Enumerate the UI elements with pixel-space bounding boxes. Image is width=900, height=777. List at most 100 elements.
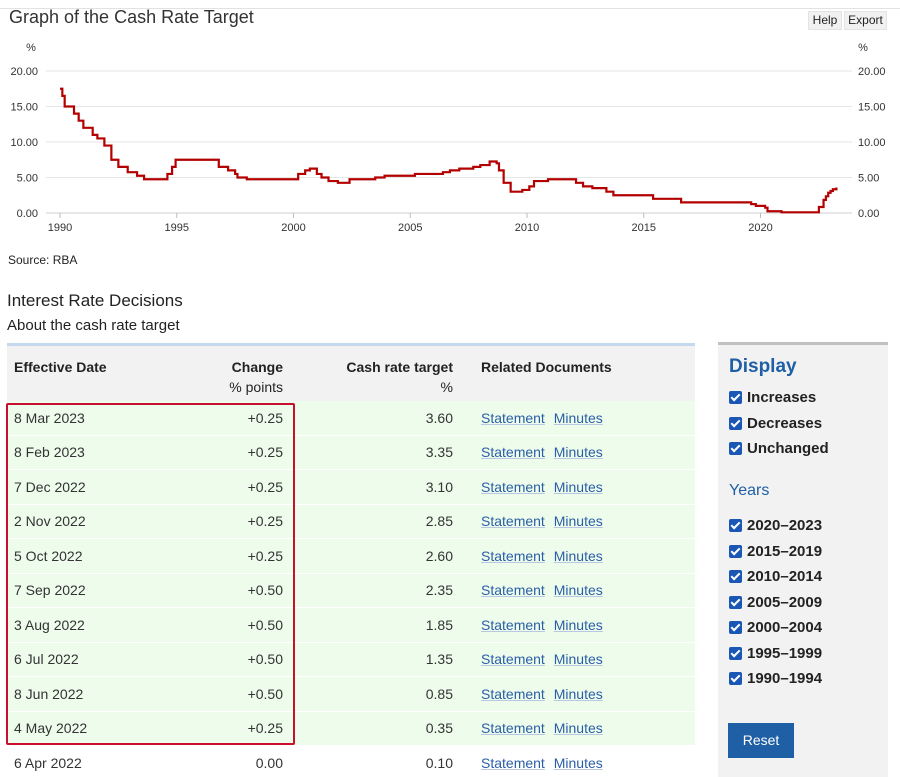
row-docs: Statement Minutes bbox=[465, 642, 695, 677]
minutes-link[interactable]: Minutes bbox=[553, 616, 603, 633]
checkbox-checked-icon[interactable] bbox=[729, 621, 742, 634]
filter-checkbox-row[interactable]: Increases bbox=[729, 389, 816, 406]
filter-checkbox-row[interactable]: Unchanged bbox=[729, 440, 829, 457]
row-change: +0.50 bbox=[177, 676, 295, 712]
checkbox-checked-icon[interactable] bbox=[729, 570, 742, 583]
table-header-row: Effective Date Change% points Cash rate … bbox=[7, 344, 695, 401]
statement-link[interactable]: Statement bbox=[481, 582, 545, 599]
table-row: 8 Mar 2023 +0.25 3.60 Statement Minutes bbox=[7, 400, 695, 436]
col-header-rate[interactable]: Cash rate target% bbox=[346, 359, 453, 395]
y-axis-unit-left: % bbox=[26, 42, 36, 54]
decisions-subtitle-link[interactable]: About the cash rate target bbox=[7, 317, 180, 334]
table-row: 7 Dec 2022 +0.25 3.10 Statement Minutes bbox=[7, 469, 695, 505]
decisions-table-wrapper: Effective Date Change% points Cash rate … bbox=[7, 343, 695, 777]
col-header-docs: Related Documents bbox=[481, 359, 612, 375]
reset-button[interactable]: Reset bbox=[728, 723, 794, 758]
filter-checkbox-row[interactable]: Decreases bbox=[729, 415, 822, 432]
export-button[interactable]: Export bbox=[844, 11, 887, 30]
graph-title: Graph of the Cash Rate Target bbox=[9, 7, 254, 27]
table-row: 8 Jun 2022 +0.50 0.85 Statement Minutes bbox=[7, 676, 695, 712]
minutes-link[interactable]: Minutes bbox=[553, 513, 603, 530]
year-label: 2000–2004 bbox=[747, 619, 823, 636]
minutes-link[interactable]: Minutes bbox=[553, 409, 603, 426]
statement-link[interactable]: Statement bbox=[481, 720, 545, 737]
decisions-table: Effective Date Change% points Cash rate … bbox=[7, 343, 695, 777]
row-date: 6 Jul 2022 bbox=[7, 642, 177, 677]
y-tick-label-right: 0.00 bbox=[858, 208, 879, 220]
minutes-link[interactable]: Minutes bbox=[553, 651, 603, 668]
year-checkbox-row[interactable]: 2020–2023 bbox=[729, 517, 822, 534]
table-row: 4 May 2022 +0.25 0.35 Statement Minutes bbox=[7, 711, 695, 746]
minutes-link[interactable]: Minutes bbox=[553, 444, 603, 461]
year-checkbox-row[interactable]: 2000–2004 bbox=[729, 619, 822, 636]
col-header-change[interactable]: Change% points bbox=[229, 359, 283, 395]
row-date: 8 Mar 2023 bbox=[7, 400, 177, 436]
row-docs: Statement Minutes bbox=[465, 745, 695, 777]
checkbox-checked-icon[interactable] bbox=[729, 646, 742, 660]
y-tick-label-right: 10.00 bbox=[858, 137, 886, 149]
checkbox-checked-icon[interactable] bbox=[729, 416, 742, 430]
year-label: 2010–2014 bbox=[747, 568, 823, 585]
row-date: 4 May 2022 bbox=[7, 711, 177, 746]
row-rate: 2.60 bbox=[295, 538, 465, 574]
row-change: +0.50 bbox=[177, 642, 295, 677]
x-tick-label: 1995 bbox=[165, 222, 189, 234]
row-docs: Statement Minutes bbox=[465, 435, 695, 470]
year-checkbox-row[interactable]: 2005–2009 bbox=[729, 594, 822, 611]
y-tick-label-left: 20.00 bbox=[10, 66, 38, 78]
row-docs: Statement Minutes bbox=[465, 676, 695, 712]
checkbox-checked-icon[interactable] bbox=[729, 672, 742, 685]
minutes-link[interactable]: Minutes bbox=[553, 685, 603, 702]
row-date: 8 Jun 2022 bbox=[7, 676, 177, 712]
display-panel-title: Display bbox=[729, 356, 797, 377]
statement-link[interactable]: Statement bbox=[481, 409, 545, 426]
checkbox-checked-icon[interactable] bbox=[729, 544, 742, 558]
year-checkbox-row[interactable]: 1995–1999 bbox=[729, 645, 822, 662]
minutes-link[interactable]: Minutes bbox=[553, 582, 603, 599]
statement-link[interactable]: Statement bbox=[481, 513, 545, 530]
statement-link[interactable]: Statement bbox=[481, 754, 545, 771]
x-tick-label: 2000 bbox=[281, 222, 305, 234]
statement-link[interactable]: Statement bbox=[481, 478, 545, 495]
minutes-link[interactable]: Minutes bbox=[553, 547, 603, 564]
checkbox-checked-icon[interactable] bbox=[729, 519, 742, 532]
checkbox-checked-icon[interactable] bbox=[729, 595, 742, 609]
minutes-link[interactable]: Minutes bbox=[553, 754, 603, 771]
minutes-link[interactable]: Minutes bbox=[553, 720, 603, 737]
statement-link[interactable]: Statement bbox=[481, 616, 545, 633]
year-checkbox-row[interactable]: 2015–2019 bbox=[729, 543, 822, 560]
statement-link[interactable]: Statement bbox=[481, 444, 545, 461]
row-docs: Statement Minutes bbox=[465, 573, 695, 608]
row-change: 0.00 bbox=[177, 745, 295, 777]
row-date: 3 Aug 2022 bbox=[7, 607, 177, 643]
col-unit-change: % points bbox=[229, 379, 283, 395]
statement-link[interactable]: Statement bbox=[481, 685, 545, 702]
row-rate: 1.85 bbox=[295, 607, 465, 643]
year-label: 2005–2009 bbox=[747, 593, 823, 611]
filter-label: Unchanged bbox=[747, 440, 829, 457]
checkbox-checked-icon[interactable] bbox=[729, 391, 742, 404]
statement-link[interactable]: Statement bbox=[481, 651, 545, 668]
year-label: 2020–2023 bbox=[747, 517, 823, 534]
decisions-title: Interest Rate Decisions bbox=[7, 291, 183, 310]
year-checkbox-row[interactable]: 1990–1994 bbox=[729, 670, 822, 687]
row-rate: 3.35 bbox=[295, 435, 465, 470]
row-rate: 0.35 bbox=[295, 711, 465, 746]
table-row: 2 Nov 2022 +0.25 2.85 Statement Minutes bbox=[7, 504, 695, 539]
display-panel: Display Increases Decreases Unchanged Year… bbox=[718, 342, 888, 777]
row-change: +0.25 bbox=[177, 435, 295, 470]
row-date: 5 Oct 2022 bbox=[7, 538, 177, 574]
checkbox-checked-icon[interactable] bbox=[729, 442, 742, 455]
y-tick-label-right: 20.00 bbox=[858, 66, 886, 78]
help-button[interactable]: Help bbox=[808, 11, 842, 30]
table-row: 7 Sep 2022 +0.50 2.35 Statement Minutes bbox=[7, 573, 695, 608]
row-docs: Statement Minutes bbox=[465, 400, 695, 436]
col-header-date[interactable]: Effective Date bbox=[14, 359, 107, 375]
row-date: 6 Apr 2022 bbox=[7, 745, 177, 777]
filter-label: Decreases bbox=[747, 414, 823, 432]
year-checkbox-row[interactable]: 2010–2014 bbox=[729, 568, 822, 585]
row-docs: Statement Minutes bbox=[465, 711, 695, 746]
statement-link[interactable]: Statement bbox=[481, 547, 545, 564]
y-tick-label-left: 15.00 bbox=[10, 102, 38, 114]
minutes-link[interactable]: Minutes bbox=[553, 478, 603, 495]
